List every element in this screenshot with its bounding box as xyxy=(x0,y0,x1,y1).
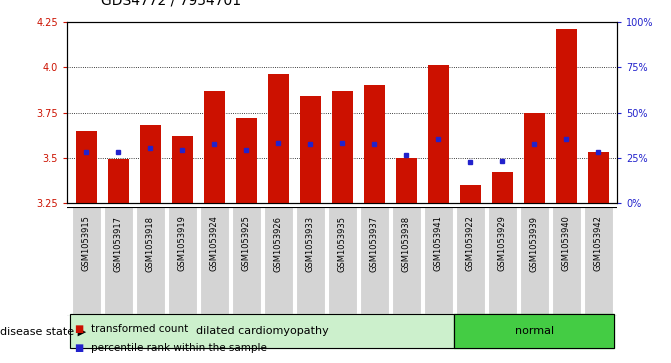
FancyBboxPatch shape xyxy=(456,207,484,316)
Text: GSM1053940: GSM1053940 xyxy=(562,216,570,272)
Text: transformed count: transformed count xyxy=(91,323,188,334)
FancyBboxPatch shape xyxy=(424,207,452,316)
Text: GSM1053929: GSM1053929 xyxy=(498,216,507,272)
Text: GSM1053939: GSM1053939 xyxy=(529,216,539,272)
Bar xyxy=(140,125,160,203)
Text: GSM1053924: GSM1053924 xyxy=(210,216,219,272)
Bar xyxy=(76,131,97,203)
Bar xyxy=(332,91,352,203)
Bar xyxy=(492,172,513,203)
Bar xyxy=(168,207,197,316)
Bar xyxy=(296,207,325,316)
Bar xyxy=(524,113,545,203)
Bar xyxy=(300,96,321,203)
Text: GSM1053938: GSM1053938 xyxy=(402,216,411,272)
FancyBboxPatch shape xyxy=(200,207,229,316)
Bar xyxy=(364,85,384,203)
Bar xyxy=(70,314,454,348)
FancyBboxPatch shape xyxy=(488,207,517,316)
Bar xyxy=(108,159,129,203)
Bar xyxy=(232,207,260,316)
Bar xyxy=(552,207,580,316)
FancyBboxPatch shape xyxy=(328,207,356,316)
Bar xyxy=(588,152,609,203)
Text: GSM1053935: GSM1053935 xyxy=(338,216,347,272)
Bar xyxy=(460,185,480,203)
Text: ■: ■ xyxy=(74,343,83,354)
FancyBboxPatch shape xyxy=(296,207,325,316)
Bar xyxy=(236,118,256,203)
Text: GSM1053925: GSM1053925 xyxy=(242,216,251,272)
Bar xyxy=(454,314,614,348)
Bar xyxy=(424,207,452,316)
Text: GSM1053922: GSM1053922 xyxy=(466,216,474,272)
Bar xyxy=(204,91,225,203)
Bar xyxy=(268,74,289,203)
FancyBboxPatch shape xyxy=(136,207,164,316)
Bar xyxy=(456,207,484,316)
Text: percentile rank within the sample: percentile rank within the sample xyxy=(91,343,266,354)
Bar xyxy=(488,207,517,316)
Bar xyxy=(396,158,417,203)
Bar xyxy=(328,207,356,316)
Text: GSM1053915: GSM1053915 xyxy=(82,216,91,272)
Text: GSM1053937: GSM1053937 xyxy=(370,216,378,272)
Text: GSM1053917: GSM1053917 xyxy=(114,216,123,272)
Text: GSM1053918: GSM1053918 xyxy=(146,216,155,272)
Text: GSM1053933: GSM1053933 xyxy=(306,216,315,272)
FancyBboxPatch shape xyxy=(72,207,101,316)
Bar xyxy=(556,29,576,203)
Text: GSM1053919: GSM1053919 xyxy=(178,216,187,272)
Bar xyxy=(72,207,101,316)
Bar xyxy=(104,207,133,316)
FancyBboxPatch shape xyxy=(392,207,421,316)
FancyBboxPatch shape xyxy=(232,207,260,316)
Bar xyxy=(172,136,193,203)
Bar xyxy=(520,207,549,316)
Text: GSM1053926: GSM1053926 xyxy=(274,216,282,272)
Text: GSM1053941: GSM1053941 xyxy=(433,216,443,272)
Text: normal: normal xyxy=(515,326,554,336)
Bar xyxy=(136,207,164,316)
Bar xyxy=(360,207,389,316)
Bar xyxy=(392,207,421,316)
FancyBboxPatch shape xyxy=(552,207,580,316)
Bar xyxy=(264,207,293,316)
FancyBboxPatch shape xyxy=(104,207,133,316)
FancyBboxPatch shape xyxy=(360,207,389,316)
Bar xyxy=(454,314,614,348)
FancyBboxPatch shape xyxy=(520,207,549,316)
FancyBboxPatch shape xyxy=(584,207,613,316)
Bar xyxy=(584,207,613,316)
FancyBboxPatch shape xyxy=(264,207,293,316)
Bar xyxy=(70,314,454,348)
Bar xyxy=(200,207,229,316)
Text: GSM1053942: GSM1053942 xyxy=(594,216,603,272)
Text: dilated cardiomyopathy: dilated cardiomyopathy xyxy=(196,326,329,336)
FancyBboxPatch shape xyxy=(168,207,197,316)
Text: GDS4772 / 7954701: GDS4772 / 7954701 xyxy=(101,0,241,7)
Text: ■: ■ xyxy=(74,323,83,334)
Text: disease state ▶: disease state ▶ xyxy=(0,326,86,336)
Bar xyxy=(428,65,449,203)
